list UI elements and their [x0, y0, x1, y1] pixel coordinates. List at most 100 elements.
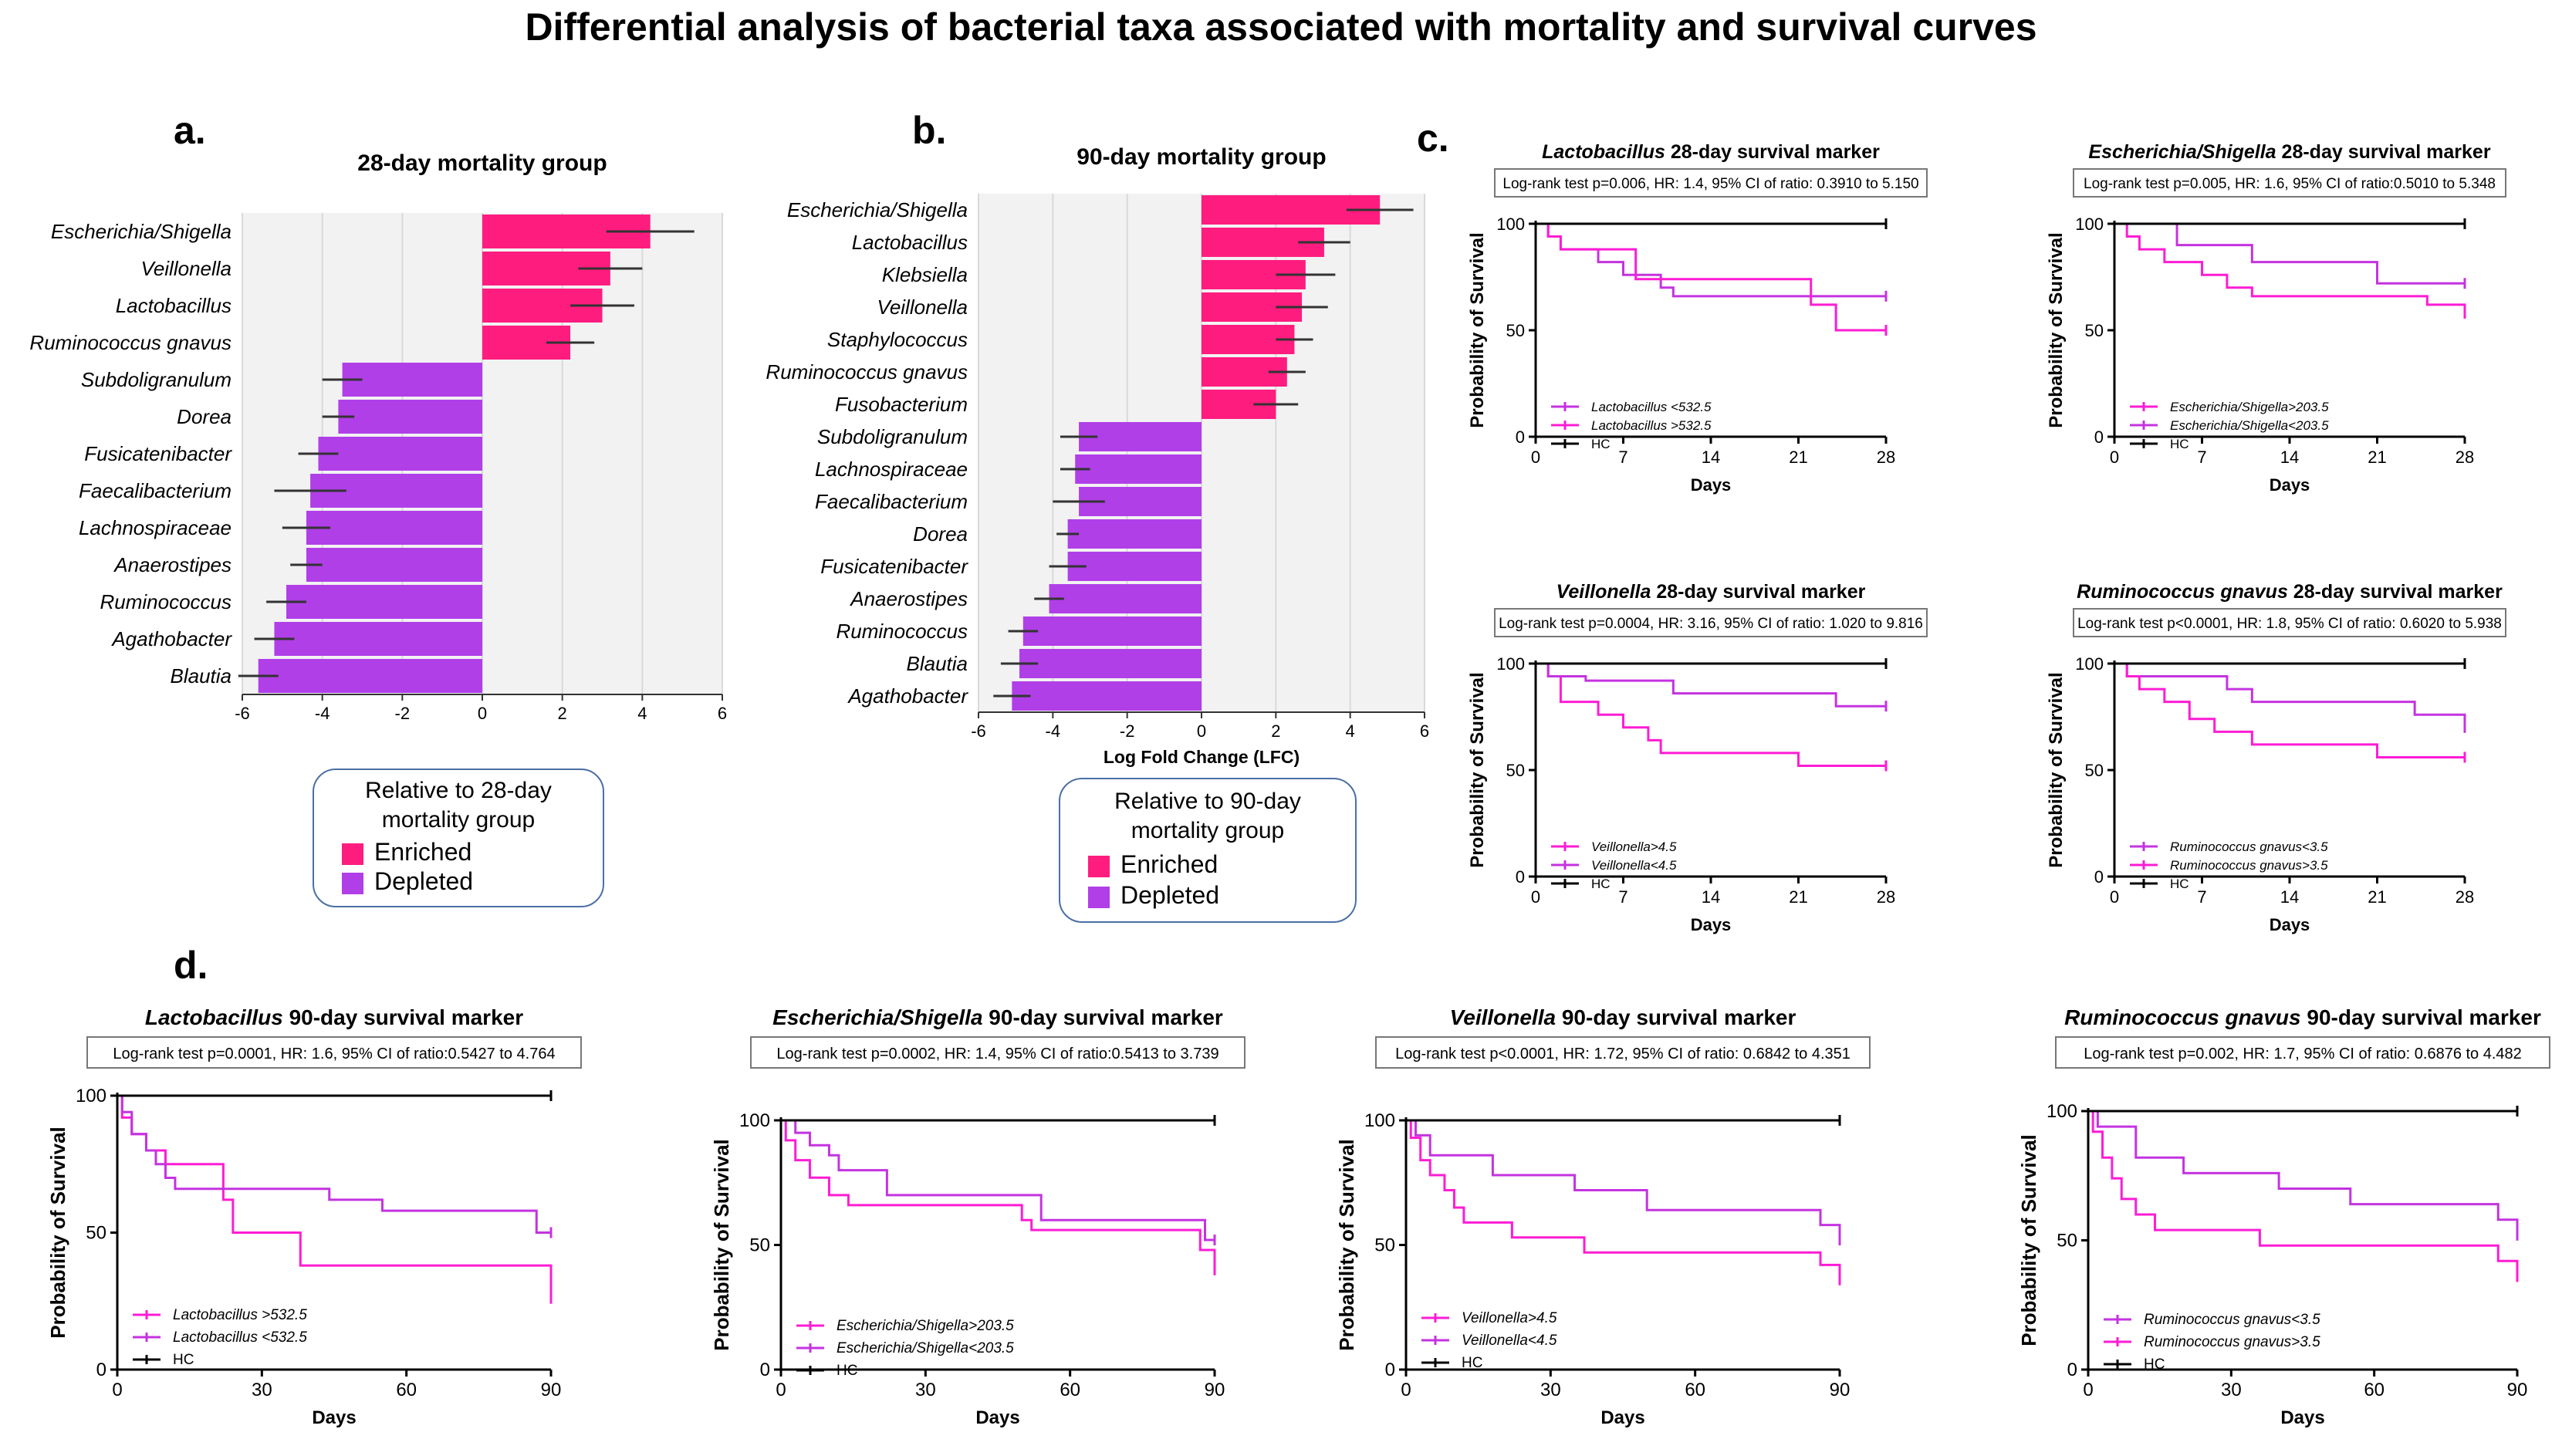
x-tick-label: 7 — [2197, 448, 2206, 467]
category-label: Escherichia/Shigella — [787, 198, 968, 221]
category-label: Subdoligranulum — [81, 368, 232, 391]
survival-curve — [2114, 662, 2466, 728]
y-tick-label: 0 — [760, 1360, 770, 1380]
bar — [1067, 519, 1202, 549]
log-rank-test-text: Log-rank test p=0.002, HR: 1.7, 95% CI o… — [2084, 1046, 2522, 1062]
y-tick-label: 50 — [1506, 761, 1525, 780]
legend-label: Veillonella<4.5 — [1462, 1333, 1557, 1349]
chart-title: Escherichia/Shigella 90-day survival mar… — [772, 1005, 1223, 1029]
y-tick-label: 100 — [739, 1110, 770, 1131]
legend-label: HC — [2170, 877, 2189, 891]
x-tick-label: 6 — [718, 704, 727, 723]
chart-title: 28-day mortality group — [357, 150, 607, 176]
survival-curve — [1536, 222, 1886, 332]
log-rank-test-text: Log-rank test p=0.0004, HR: 3.16, 95% CI… — [1499, 616, 1923, 632]
x-tick-label: 2 — [558, 704, 567, 723]
y-axis-label: Probability of Survival — [1467, 672, 1488, 867]
chart-title: Lactobacillus 28-day survival marker — [1542, 141, 1880, 163]
bar — [1019, 649, 1202, 678]
category-label: Veillonella — [140, 257, 232, 280]
category-label: Faecalibacterium — [815, 490, 968, 513]
legend-label: Lactobacillus <532.5 — [1591, 400, 1712, 414]
legend-label: HC — [1462, 1355, 1482, 1371]
survival-chart-lactobacillus-28d: Lactobacillus 28-day survival marker Log-… — [1467, 141, 1928, 495]
title-taxon: Lactobacillus — [1542, 141, 1665, 163]
category-label: Ruminococcus gnavus — [29, 331, 232, 354]
panel-letter-c: c. — [1417, 117, 1449, 160]
legend-item-enriched: Enriched — [342, 838, 472, 867]
x-tick-label: 14 — [1702, 448, 1720, 467]
enriched-swatch — [342, 843, 363, 865]
legend-label: Ruminococcus gnavus>3.5 — [2170, 858, 2328, 873]
x-tick-label: 0 — [776, 1380, 786, 1400]
y-tick-label: 0 — [1385, 1360, 1395, 1380]
x-tick-label: -6 — [971, 721, 986, 741]
legend-item-enriched: Enriched — [1088, 850, 1218, 879]
x-tick-label: 0 — [2083, 1380, 2093, 1400]
category-label: Veillonella — [877, 296, 968, 319]
x-tick-label: 30 — [2221, 1380, 2242, 1400]
legend-label: HC — [2170, 437, 2189, 451]
category-label: Anaerostipes — [849, 587, 968, 610]
survival-curve — [1406, 1119, 1841, 1280]
test-box — [750, 1036, 1246, 1069]
y-axis-label: Probability of Survival — [2046, 672, 2067, 867]
test-box — [1494, 608, 1928, 637]
x-tick-label: 21 — [1789, 887, 1807, 907]
y-tick-label: 50 — [1506, 321, 1525, 340]
x-axis-label: Days — [2270, 915, 2310, 934]
legend-label: Lactobacillus >532.5 — [173, 1307, 307, 1323]
x-tick-label: 21 — [2368, 448, 2386, 467]
legend-label: Veillonella<4.5 — [1591, 858, 1677, 873]
test-box — [2073, 608, 2506, 637]
category-label: Fusobacterium — [835, 393, 968, 416]
test-box — [2073, 168, 2506, 198]
title-rest: 90-day survival marker — [283, 1005, 523, 1029]
bar — [338, 400, 482, 434]
legend-label: HC — [2144, 1356, 2165, 1373]
category-label: Agathobacter — [847, 684, 968, 708]
x-tick-label: 28 — [2456, 448, 2474, 467]
x-tick-label: 30 — [915, 1380, 936, 1400]
x-tick-label: 0 — [112, 1380, 122, 1400]
category-label: Anaerostipes — [113, 553, 232, 576]
survival-chart-lactobacillus-90d: Lactobacillus 90-day survival marker Log-… — [46, 1005, 582, 1428]
y-tick-label: 0 — [1516, 427, 1525, 447]
legend-title-line1: Relative to 90-day — [1114, 789, 1301, 814]
category-label: Lachnospiraceae — [815, 458, 968, 481]
x-tick-label: 21 — [2368, 887, 2386, 907]
bar — [306, 548, 482, 582]
y-axis-label: Probability of Survival — [710, 1139, 733, 1351]
legend-label: Lactobacillus <532.5 — [173, 1329, 307, 1346]
legend-label-enriched: Enriched — [1120, 850, 1218, 878]
figure-title: Differential analysis of bacterial taxa … — [525, 5, 2037, 49]
category-label: Lactobacillus — [852, 231, 968, 254]
legend-label: HC — [1591, 437, 1611, 451]
category-label: Lachnospiraceae — [79, 516, 232, 539]
category-label: Ruminococcus — [100, 590, 232, 613]
y-tick-label: 50 — [2085, 761, 2104, 780]
x-axis-label: Days — [312, 1407, 356, 1428]
y-axis-label: Probability of Survival — [46, 1127, 69, 1339]
x-tick-label: 28 — [1877, 448, 1895, 467]
chart-title: Veillonella 28-day survival marker — [1556, 581, 1866, 603]
log-rank-test-text: Log-rank test p=0.005, HR: 1.6, 95% CI o… — [2084, 176, 2496, 192]
legend-label-enriched: Enriched — [374, 838, 472, 866]
x-tick-label: -4 — [1046, 721, 1061, 741]
legend-title-line2: mortality group — [381, 807, 536, 833]
y-axis-label: Probability of Survival — [2017, 1134, 2040, 1346]
chart-title: 90-day mortality group — [1077, 144, 1326, 170]
y-tick-label: 100 — [2075, 654, 2104, 674]
legend-label: Ruminococcus gnavus>3.5 — [2144, 1334, 2320, 1350]
y-tick-label: 0 — [2094, 867, 2104, 887]
enriched-swatch — [1088, 855, 1110, 877]
survival-curve — [2114, 222, 2465, 285]
survival-chart-ruminococcus-gnavus-90d: Ruminococcus gnavus 90-day survival mark… — [2017, 1005, 2550, 1428]
chart-title: Ruminococcus gnavus 90-day survival mark… — [2064, 1005, 2541, 1029]
legend-label: Ruminococcus gnavus<3.5 — [2144, 1312, 2320, 1328]
y-tick-label: 100 — [2075, 215, 2104, 234]
survival-curve — [117, 1094, 553, 1299]
category-label: Blautia — [907, 652, 968, 675]
title-rest: 28-day survival marker — [2288, 581, 2503, 603]
x-tick-label: 4 — [1346, 721, 1355, 741]
